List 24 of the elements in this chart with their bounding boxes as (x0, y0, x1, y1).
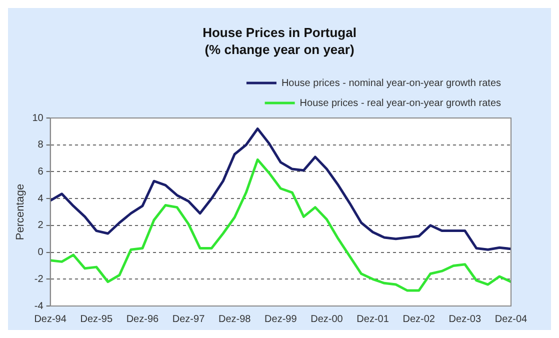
y-tick-label: -2 (34, 274, 44, 285)
y-tick-label: 0 (38, 247, 44, 258)
chart-title: House Prices in Portugal (202, 24, 358, 41)
x-tick-label: Dez-03 (448, 314, 482, 325)
x-tick-label: Dez-99 (264, 314, 298, 325)
legend-label: House prices - nominal year-on-year growth rates (281, 78, 502, 89)
chart-subtitle: (% change year on year) (204, 41, 356, 58)
y-tick-label: 6 (38, 166, 44, 178)
x-tick-label: Dez-01 (356, 314, 390, 325)
x-tick-label: Dez-94 (34, 314, 67, 325)
y-tick-label: 4 (38, 193, 44, 204)
y-tick-label: 8 (38, 140, 44, 151)
x-tick-label: Dez-97 (172, 314, 206, 325)
x-tick-label: Dez-00 (310, 314, 344, 325)
x-tick-label: Dez-95 (80, 314, 113, 325)
x-tick-label: Dez-02 (402, 314, 436, 325)
x-tick-label: Dez-96 (126, 314, 160, 325)
y-tick-label: 10 (32, 112, 44, 124)
legend-label: House prices - real year-on-year growth rates (300, 98, 502, 109)
x-tick-label: Dez-98 (218, 314, 252, 325)
y-axis-title: Percentage (14, 184, 27, 240)
y-tick-label: -4 (34, 300, 44, 312)
y-tick-label: 2 (38, 220, 44, 232)
x-tick-label: Dez-04 (494, 314, 528, 325)
